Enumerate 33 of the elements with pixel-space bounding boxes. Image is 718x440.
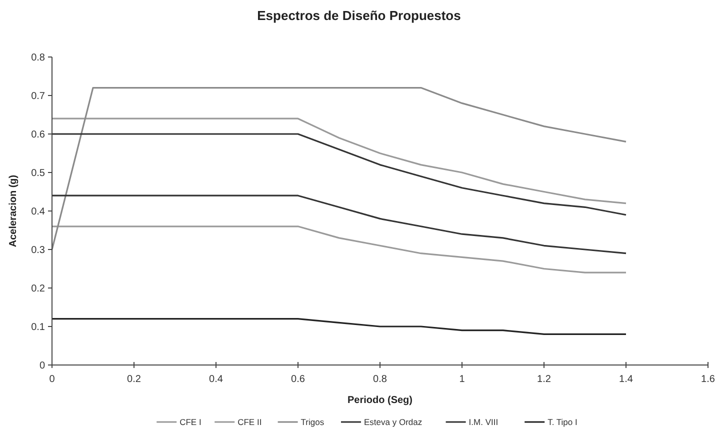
x-tick-label: 0.6 bbox=[291, 374, 306, 385]
legend-label: T. Tipo I bbox=[548, 416, 578, 427]
legend-label: Trigos bbox=[300, 416, 324, 427]
x-axis-title: Periodo (Seg) bbox=[347, 395, 413, 406]
line-series bbox=[51, 133, 627, 216]
x-tick-label: 0 bbox=[49, 374, 56, 385]
y-tick-label: 0.7 bbox=[31, 91, 46, 102]
x-tick-label: 1.2 bbox=[537, 374, 552, 385]
x-tick-label: 0.4 bbox=[209, 374, 224, 385]
line-series bbox=[51, 87, 627, 250]
line-series bbox=[51, 194, 627, 254]
legend-label: I.M. VIII bbox=[468, 416, 498, 427]
line-series bbox=[51, 318, 627, 335]
x-tick-label: 1.6 bbox=[701, 374, 716, 385]
legend-label: CFE II bbox=[238, 416, 262, 427]
line-series bbox=[51, 226, 627, 274]
y-tick-label: 0.6 bbox=[31, 130, 46, 140]
y-tick-label: 0.1 bbox=[31, 322, 46, 333]
y-tick-label: 0 bbox=[39, 360, 46, 372]
chart-title: Espectros de Diseño Propuestos bbox=[257, 8, 461, 23]
line-series bbox=[51, 118, 627, 204]
legend-label: CFE I bbox=[180, 416, 202, 427]
y-tick-label: 0.4 bbox=[31, 206, 46, 218]
y-axis-title: Aceleracion (g) bbox=[8, 174, 19, 248]
legend-label: Esteva y Ordaz bbox=[364, 416, 422, 427]
x-tick-label: 1 bbox=[459, 374, 466, 385]
x-tick-label: 1.4 bbox=[619, 374, 634, 385]
x-tick-label: 0.8 bbox=[373, 374, 388, 385]
y-tick-label: 0.2 bbox=[31, 284, 46, 294]
y-tick-label: 0.5 bbox=[31, 168, 46, 179]
y-tick-label: 0.3 bbox=[31, 245, 46, 256]
x-tick-label: 0.2 bbox=[127, 374, 142, 385]
y-tick-label: 0.8 bbox=[31, 52, 46, 64]
